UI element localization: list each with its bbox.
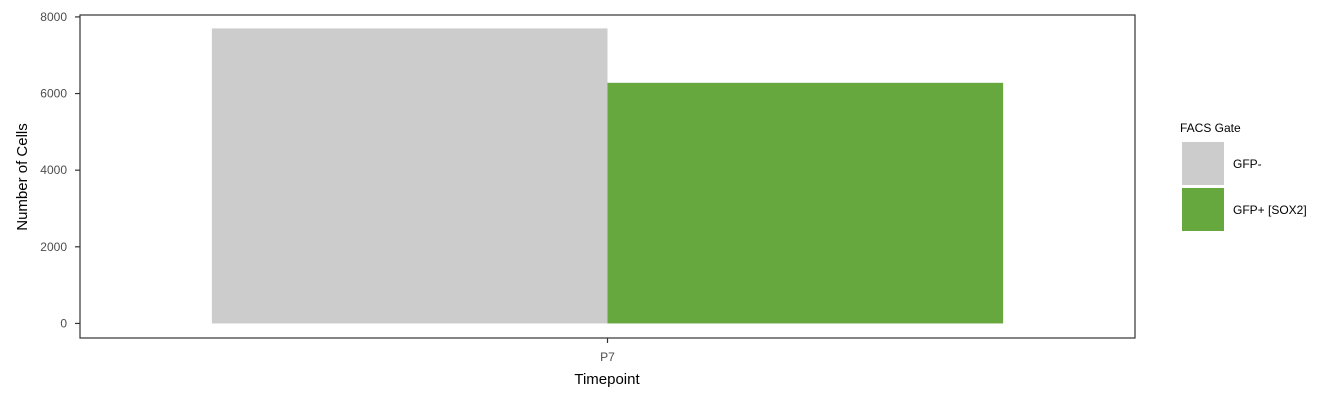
bars-layer	[211, 28, 1004, 324]
legend-title: FACS Gate	[1180, 121, 1241, 135]
legend-label: GFP+ [SOX2]	[1233, 203, 1307, 217]
y-tick-label: 8000	[40, 10, 67, 24]
bar	[211, 28, 608, 324]
y-tick-label: 6000	[40, 87, 67, 101]
legend-key	[1182, 188, 1224, 231]
y-tick-label: 0	[60, 316, 67, 330]
x-axis: P7	[600, 338, 615, 364]
y-tick-label: 2000	[40, 240, 67, 254]
legend-key	[1182, 142, 1224, 185]
bar	[607, 82, 1004, 324]
y-tick-label: 4000	[40, 163, 67, 177]
x-tick-label: P7	[600, 350, 615, 364]
x-axis-title: Timepoint	[574, 371, 640, 388]
legend: FACS Gate GFP- GFP+ [SOX2]	[1180, 121, 1307, 231]
y-axis-title: Number of Cells	[14, 123, 31, 231]
y-axis: 0 2000 4000 6000 8000	[40, 10, 80, 330]
legend-label: GFP-	[1233, 157, 1262, 171]
